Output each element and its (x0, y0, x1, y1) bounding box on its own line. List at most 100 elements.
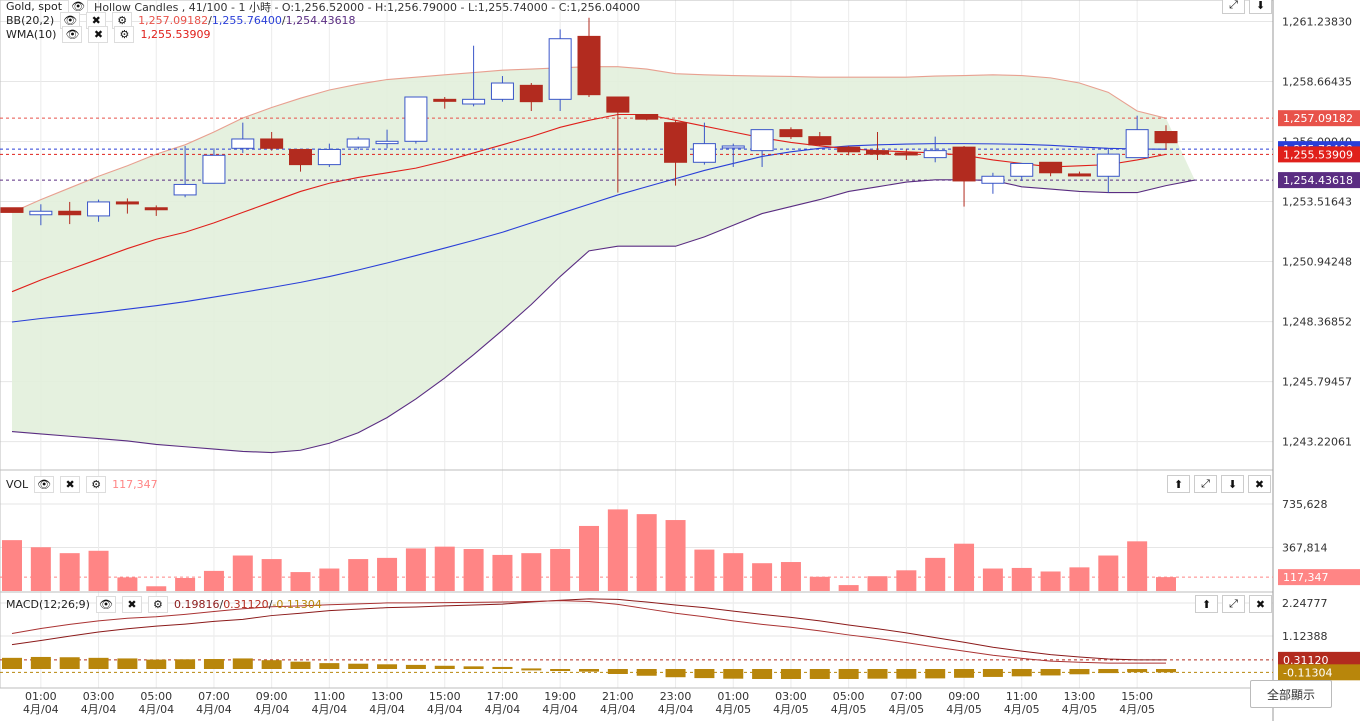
arrow-up-icon[interactable]: ⬆ (1167, 475, 1190, 493)
gear-icon[interactable]: ⚙ (86, 476, 107, 493)
macd-histogram-bar[interactable] (809, 669, 830, 679)
candle[interactable] (635, 113, 659, 120)
gear-icon[interactable]: ⚙ (114, 26, 135, 43)
candle[interactable] (519, 84, 543, 103)
volume-bar[interactable] (982, 568, 1003, 591)
macd-histogram-bar[interactable] (665, 669, 686, 678)
volume-bar[interactable] (2, 540, 22, 591)
arrow-up-icon[interactable]: ⬆ (1195, 595, 1218, 613)
candle[interactable] (202, 154, 226, 184)
macd-histogram-bar[interactable] (838, 669, 859, 679)
candle[interactable] (1096, 153, 1120, 177)
volume-bar[interactable] (809, 576, 830, 591)
macd-histogram-bar[interactable] (579, 669, 599, 672)
candle[interactable] (779, 129, 803, 138)
volume-bar[interactable] (1011, 567, 1032, 591)
gear-icon[interactable]: ⚙ (112, 12, 133, 29)
volume-bar[interactable] (896, 570, 917, 591)
candle[interactable] (548, 38, 572, 100)
macd-histogram-bar[interactable] (59, 657, 80, 669)
candle[interactable] (1039, 161, 1063, 174)
volume-bar[interactable] (1069, 567, 1090, 591)
macd-histogram-bar[interactable] (377, 664, 398, 669)
candle[interactable] (375, 140, 399, 145)
macd-histogram-bar[interactable] (1156, 669, 1176, 673)
macd-series[interactable] (2, 598, 1176, 679)
volume-bar[interactable] (1098, 555, 1119, 591)
volume-bar[interactable] (665, 520, 686, 591)
volume-bar[interactable] (838, 585, 859, 591)
macd-histogram-bar[interactable] (780, 669, 801, 679)
macd-histogram-bar[interactable] (694, 669, 715, 679)
volume-bar[interactable] (319, 568, 340, 591)
volume-bar[interactable] (607, 509, 628, 591)
candle[interactable] (58, 210, 82, 216)
candle[interactable] (289, 148, 312, 166)
candle[interactable] (87, 201, 111, 217)
volume-bar[interactable] (1156, 577, 1176, 591)
expand-icon[interactable]: ⤢ (1222, 595, 1245, 613)
candle[interactable] (231, 138, 255, 149)
volume-bar[interactable] (261, 559, 282, 591)
macd-histogram-bar[interactable] (1098, 669, 1119, 674)
candle[interactable] (923, 150, 947, 159)
volume-bar[interactable] (175, 577, 196, 591)
macd-histogram-bar[interactable] (290, 661, 311, 669)
volume-bars[interactable] (2, 509, 1176, 591)
candle[interactable] (808, 136, 832, 146)
candle[interactable] (1067, 173, 1091, 177)
macd-histogram-bar[interactable] (434, 665, 455, 669)
macd-histogram-bar[interactable] (319, 663, 340, 669)
volume-bar[interactable] (521, 553, 542, 591)
macd-histogram-bar[interactable] (88, 657, 109, 669)
volume-bar[interactable] (59, 553, 80, 591)
volume-bar[interactable] (405, 548, 426, 591)
volume-bar[interactable] (867, 576, 888, 591)
expand-icon[interactable]: ⤢ (1194, 475, 1217, 493)
candle[interactable] (952, 146, 976, 182)
volume-bar[interactable] (290, 572, 311, 591)
volume-bar[interactable] (434, 546, 455, 591)
candle[interactable] (1010, 162, 1034, 177)
volume-bar[interactable] (377, 557, 398, 591)
macd-histogram-bar[interactable] (1040, 669, 1061, 676)
volume-bar[interactable] (1040, 571, 1061, 591)
macd-histogram-bar[interactable] (492, 666, 513, 669)
macd-histogram-bar[interactable] (752, 669, 773, 679)
candle[interactable] (144, 207, 168, 211)
volume-bar[interactable] (463, 549, 484, 591)
candle[interactable] (462, 98, 486, 105)
candle[interactable] (837, 146, 861, 153)
macd-histogram-bar[interactable] (175, 659, 196, 669)
expand-icon[interactable]: ⤢ (1222, 0, 1245, 14)
candle[interactable] (0, 207, 24, 213)
macd-histogram-bar[interactable] (1069, 669, 1090, 675)
candle[interactable] (721, 145, 745, 149)
volume-bar[interactable] (1127, 541, 1148, 591)
macd-histogram-bar[interactable] (954, 669, 975, 678)
volume-bar[interactable] (780, 562, 801, 591)
candle[interactable] (490, 82, 514, 100)
volume-bar[interactable] (752, 563, 773, 591)
eye-icon[interactable]: 👁 (34, 476, 55, 493)
volume-bar[interactable] (117, 577, 138, 591)
macd-histogram-bar[interactable] (203, 659, 224, 669)
arrow-down-icon[interactable]: ⬇ (1249, 0, 1272, 14)
candle[interactable] (981, 175, 1005, 184)
macd-histogram-bar[interactable] (867, 669, 888, 679)
candle[interactable] (692, 143, 716, 163)
macd-histogram-bar[interactable] (232, 658, 253, 669)
candle[interactable] (29, 210, 53, 216)
macd-histogram-bar[interactable] (261, 660, 282, 669)
macd-histogram-bar[interactable] (925, 669, 946, 679)
volume-bar[interactable] (203, 570, 224, 591)
close-icon[interactable]: ✖ (1248, 475, 1271, 493)
volume-bar[interactable] (954, 543, 975, 591)
candle[interactable] (317, 148, 341, 166)
volume-bar[interactable] (348, 559, 369, 591)
eye-icon[interactable]: 👁 (95, 596, 116, 613)
candle[interactable] (577, 35, 601, 96)
arrow-down-icon[interactable]: ⬇ (1221, 475, 1244, 493)
volume-bar[interactable] (925, 557, 946, 591)
volume-bar[interactable] (723, 553, 744, 591)
